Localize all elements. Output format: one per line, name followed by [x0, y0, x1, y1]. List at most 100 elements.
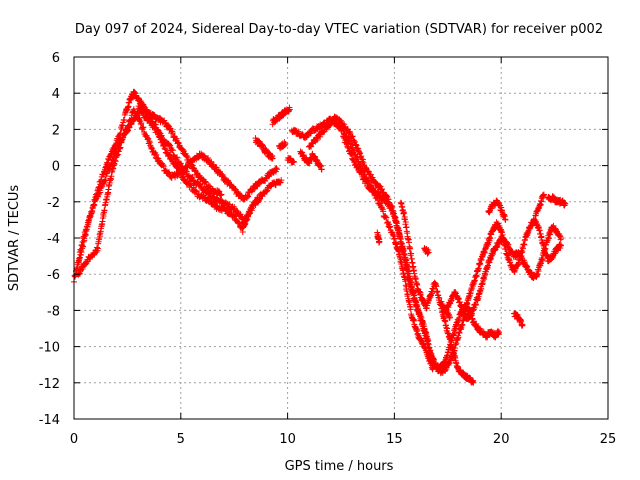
data-point	[282, 140, 289, 147]
data-point	[191, 167, 198, 174]
y-tick-label: -10	[39, 341, 60, 356]
data-point	[167, 142, 174, 149]
y-tick-label: -12	[39, 377, 60, 392]
data-point	[103, 170, 110, 177]
data-point	[95, 193, 102, 200]
data-point	[302, 134, 309, 141]
data-point	[273, 166, 280, 173]
data-point	[89, 208, 96, 215]
data-point	[140, 124, 147, 131]
data-point	[112, 158, 119, 165]
data-point	[362, 177, 369, 184]
y-tick-label: -2	[47, 196, 60, 211]
data-point	[159, 138, 166, 145]
data-point	[344, 143, 351, 150]
x-tick-label: 15	[386, 432, 403, 447]
data-point	[470, 379, 477, 386]
data-point	[321, 128, 328, 135]
data-point	[121, 117, 128, 124]
data-point	[189, 173, 196, 180]
data-point	[342, 137, 349, 144]
y-tick-label: -4	[47, 232, 60, 247]
data-point	[320, 127, 327, 134]
data-point	[127, 117, 134, 124]
data-point	[166, 151, 173, 158]
data-points	[71, 88, 569, 386]
data-point	[90, 203, 97, 210]
data-point	[88, 210, 95, 217]
data-point	[101, 207, 108, 214]
data-point	[341, 121, 348, 128]
data-point	[90, 202, 97, 209]
data-point	[187, 181, 194, 188]
data-point	[173, 154, 180, 161]
data-point	[350, 156, 357, 163]
data-point	[451, 328, 458, 335]
data-point	[177, 160, 184, 167]
data-point	[197, 181, 204, 188]
y-tick-label: -8	[47, 304, 60, 319]
data-point	[178, 171, 185, 178]
data-point	[117, 144, 124, 151]
data-point	[358, 153, 365, 160]
data-point	[113, 152, 120, 159]
y-axis-label: SDTVAR / TECUs	[7, 185, 22, 292]
data-point	[455, 334, 462, 341]
data-point	[346, 147, 353, 154]
data-point	[308, 143, 315, 150]
data-point	[318, 166, 325, 173]
data-point	[496, 329, 503, 336]
data-point	[230, 212, 237, 219]
y-tick-label: -6	[47, 268, 60, 283]
data-point	[138, 119, 145, 126]
data-point	[262, 177, 269, 184]
data-point	[131, 109, 138, 116]
data-point	[111, 161, 118, 168]
x-axis-label: GPS time / hours	[285, 459, 394, 474]
data-point	[160, 162, 167, 169]
data-point	[359, 156, 366, 163]
tick-labels: 0 5 10 15 20 25 -14 -12 -10 -8 -6 -4 -2 0 2 4 6	[39, 51, 617, 447]
data-point	[216, 188, 223, 195]
data-point	[273, 165, 280, 172]
data-point	[93, 244, 100, 251]
data-point	[363, 178, 370, 185]
data-point	[161, 142, 168, 149]
data-point	[357, 150, 364, 157]
data-point	[116, 145, 123, 152]
data-point	[347, 140, 354, 147]
data-point	[146, 138, 153, 145]
data-point	[76, 249, 83, 256]
data-point	[76, 270, 83, 277]
data-point	[401, 210, 408, 217]
data-point	[128, 116, 135, 123]
data-point	[118, 125, 125, 132]
data-point	[317, 133, 324, 140]
data-point	[407, 244, 414, 251]
data-point	[208, 158, 215, 165]
data-point	[118, 139, 125, 146]
data-point	[84, 223, 91, 230]
data-point	[402, 218, 409, 225]
data-point	[540, 191, 547, 198]
data-point	[385, 196, 392, 203]
data-point	[562, 200, 569, 207]
data-point	[347, 150, 354, 157]
data-point	[245, 193, 252, 200]
data-point	[343, 141, 350, 148]
data-point	[97, 189, 104, 196]
data-point	[116, 131, 123, 138]
data-point	[143, 107, 150, 114]
data-point	[202, 178, 209, 185]
x-tick-label: 25	[600, 432, 617, 447]
data-point	[146, 139, 153, 146]
data-point	[112, 157, 119, 164]
data-point	[425, 249, 432, 256]
data-point	[219, 171, 226, 178]
data-point	[256, 195, 263, 202]
data-point	[354, 163, 361, 170]
data-point	[247, 206, 254, 213]
data-point	[117, 139, 124, 146]
data-point	[263, 188, 270, 195]
data-point	[379, 186, 386, 193]
